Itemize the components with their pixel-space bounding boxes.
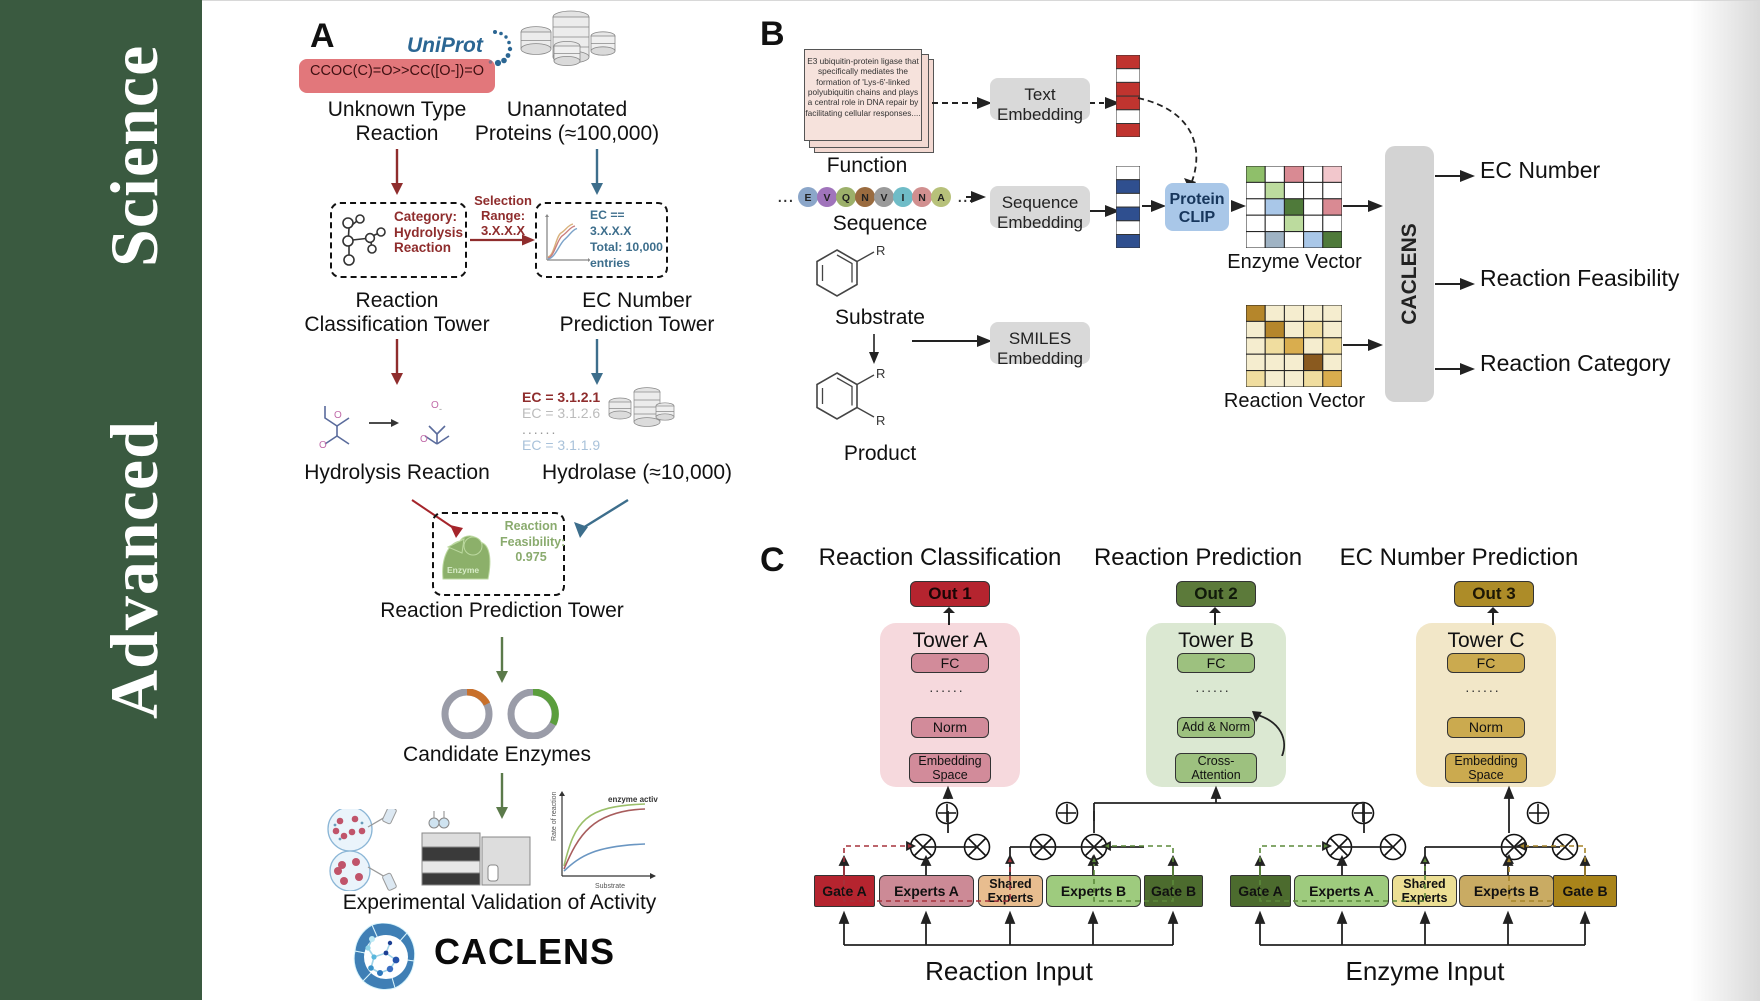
svg-text:enzyme activity: enzyme activity [608,795,658,804]
svg-text:O: O [334,410,342,421]
svg-text:N: N [918,192,926,204]
svg-text:Rate of reaction: Rate of reaction [551,791,558,841]
svg-text:O: O [319,440,327,451]
svg-text:-: - [439,404,442,414]
svg-text:R: R [876,413,885,428]
svg-text:I: I [902,192,905,204]
svg-text:V: V [880,192,887,204]
svg-text:V: V [823,192,830,204]
svg-text:Enzyme: Enzyme [447,565,479,575]
svg-text:O: O [431,400,439,411]
svg-text:O: O [420,434,428,445]
svg-text:E: E [804,192,811,204]
svg-text:Substrate: Substrate [595,883,625,890]
svg-text:A: A [937,192,945,204]
svg-text:Q: Q [842,192,850,204]
svg-text:R: R [876,246,885,258]
svg-text:R: R [876,369,885,381]
svg-text:N: N [861,192,869,204]
